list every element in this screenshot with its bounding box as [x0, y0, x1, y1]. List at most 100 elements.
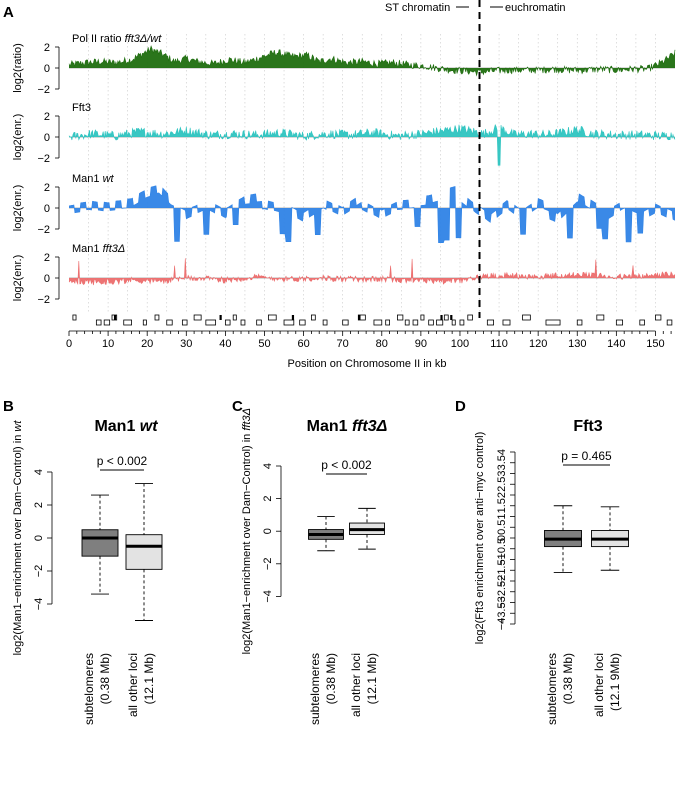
feature-box	[404, 319, 410, 326]
y-tick-label: 2	[33, 502, 45, 508]
y-tick-label: −4	[33, 598, 45, 611]
x-tick-label: 60	[297, 338, 309, 350]
feature-box	[181, 319, 188, 326]
region-label-st: ST chromatin	[385, 2, 450, 14]
category-label: (12.1 Mb)	[365, 653, 379, 704]
y-axis-label: log2(enr.)	[12, 185, 24, 231]
y-tick-label: 2	[44, 42, 50, 54]
track-man1fft3: −2 0 2 log2(enr.) Man1 fft3Δ	[12, 243, 676, 306]
panel-title: Man1 wt	[94, 418, 158, 435]
box-iqr	[81, 529, 119, 557]
category-label: (0.38 Mb)	[98, 653, 112, 704]
y-axis-label: log2(Man1−enrichment over Dam−Control) i…	[241, 408, 253, 654]
y-tick-label: 2.5	[496, 477, 508, 492]
y-tick-label: 2	[44, 111, 50, 123]
feature-box	[224, 319, 231, 326]
y-tick-label: 4	[33, 469, 45, 475]
panel-title: Fft3	[573, 418, 602, 435]
feature-box	[267, 314, 277, 321]
y-axis-label: log2(enr.)	[12, 255, 24, 301]
x-tick-label: 20	[141, 338, 153, 350]
feature-box	[154, 314, 160, 321]
feature-box	[299, 319, 306, 326]
panel-title: Man1 fft3Δ	[307, 418, 388, 435]
x-tick-label: 80	[376, 338, 388, 350]
track-line	[68, 258, 676, 286]
y-tick-label: 0.5	[496, 520, 508, 535]
feature-box	[123, 319, 132, 326]
x-tick-label: 50	[258, 338, 270, 350]
feature-box	[522, 314, 531, 321]
panel-a: −2 0 2 log2(ratio) Pol II ratio fft3Δ/wt −2 0 2…	[12, 0, 676, 370]
box-other-loci	[591, 506, 629, 571]
feature-box	[283, 319, 295, 326]
y-tick-label: 1	[496, 513, 508, 519]
feature-box	[420, 314, 425, 321]
category-label: all other loci	[126, 653, 140, 717]
p-value-label: p = 0.465	[561, 449, 612, 463]
y-tick-label: −2	[33, 565, 45, 578]
y-tick-label: −2	[496, 575, 508, 588]
feature-box	[576, 319, 583, 326]
feature-box	[103, 319, 111, 326]
y-tick-label: −2	[37, 224, 50, 236]
p-value-label: p < 0.002	[321, 458, 372, 472]
feature-box	[596, 314, 605, 321]
track-title: Fft3	[72, 102, 91, 114]
feature-box	[373, 319, 383, 326]
y-tick-label: −2	[37, 294, 50, 306]
feature-box	[502, 319, 511, 326]
x-tick-label: 40	[219, 338, 231, 350]
feature-box	[655, 314, 662, 321]
region-label-eu: euchromatin	[505, 2, 566, 14]
x-tick-label: 110	[490, 338, 508, 350]
y-tick-label: −2.5	[496, 581, 508, 603]
x-tick-label: 100	[451, 338, 469, 350]
track-line	[68, 45, 676, 77]
panel-letter-a: A	[3, 4, 14, 21]
y-axis-label: log2(Fft3 enrichment over anti−myc contr…	[474, 432, 486, 644]
panel-b: Man1 wt −4 −2 0 2 4 log2(Man1−enrichment over …	[12, 418, 163, 725]
category-label: (0.38 Mb)	[561, 653, 575, 704]
y-tick-label: −3.5	[496, 602, 508, 624]
track-area	[69, 46, 675, 76]
y-tick-label: 4	[262, 463, 274, 469]
feature-box	[486, 319, 494, 326]
feature-box	[72, 314, 77, 321]
feature-box	[545, 319, 561, 326]
y-tick-label: 0	[44, 273, 50, 285]
category-label: (0.38 Mb)	[324, 653, 338, 704]
y-tick-label: 2	[44, 182, 50, 194]
feature-box	[232, 314, 237, 321]
panel-letter-b: B	[3, 398, 14, 415]
feature-mark	[291, 315, 295, 320]
box-subtelomeres	[308, 516, 344, 552]
feature-box	[322, 319, 328, 326]
y-tick-label: −1.5	[496, 559, 508, 581]
y-tick-label: 0	[44, 132, 50, 144]
feature-box	[666, 319, 673, 326]
y-tick-label: −4	[496, 618, 508, 631]
x-tick-label: 90	[415, 338, 427, 350]
feature-box	[451, 319, 456, 326]
y-tick-label: 0	[44, 63, 50, 75]
category-label: (12.1 Mb)	[142, 653, 156, 704]
feature-box	[205, 319, 217, 326]
feature-box	[615, 319, 624, 326]
p-value-label: p < 0.002	[97, 454, 148, 468]
track-line	[68, 185, 676, 243]
feature-box	[412, 319, 419, 326]
y-tick-label: 2	[496, 492, 508, 498]
x-tick-label: 0	[66, 338, 72, 350]
panel-d: Fft3 −4−3.5−3−2.5−2−1.5−1−0.500.511.522.5…	[474, 418, 629, 725]
feature-box	[385, 319, 390, 326]
y-tick-label: 2	[44, 252, 50, 264]
feature-box	[342, 319, 349, 326]
x-tick-label: 150	[646, 338, 664, 350]
feature-box	[459, 319, 465, 326]
x-tick-label: 140	[607, 338, 625, 350]
feature-box	[443, 314, 449, 321]
x-tick-label: 10	[102, 338, 114, 350]
category-label: all other loci	[592, 653, 606, 717]
